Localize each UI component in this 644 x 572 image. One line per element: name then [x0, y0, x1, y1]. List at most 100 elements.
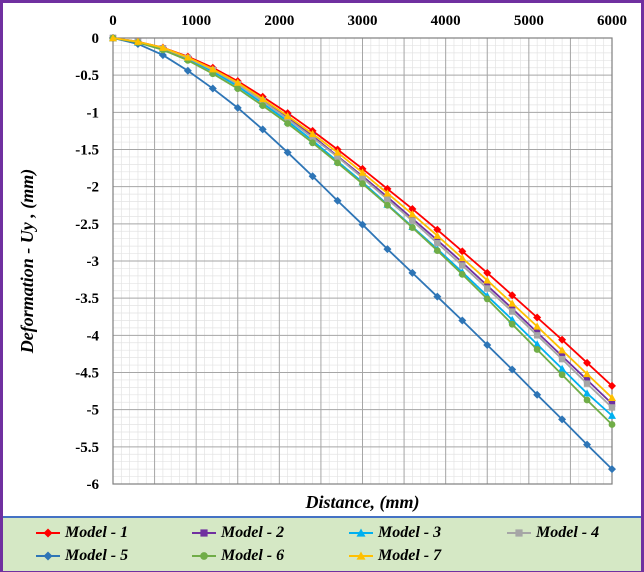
data-point [408, 268, 417, 277]
legend-swatch [36, 528, 60, 538]
x-tick-label: 3000 [348, 13, 378, 29]
legend-item-model-4: Model - 4 [506, 522, 599, 544]
plot-area: 0 1000 2000 3000 4000 5000 6000 0 -0.5 -1 -1.5 -2 -… [17, 13, 627, 513]
data-point [334, 153, 341, 161]
legend-item-model-6: Model - 6 [191, 545, 284, 567]
legend-label: Model - 5 [65, 547, 129, 564]
y-tick-label: -3.5 [75, 291, 99, 307]
y-tick-label: -2 [87, 180, 100, 196]
y-tick-label: -1 [87, 105, 100, 121]
data-point [508, 320, 516, 328]
data-point [508, 291, 517, 300]
data-point [558, 346, 567, 354]
data-point [133, 37, 142, 45]
legend-item-model-2: Model - 2 [191, 522, 284, 544]
data-point [484, 285, 491, 292]
data-point [509, 308, 516, 315]
legend-item-model-5: Model - 5 [35, 545, 128, 567]
data-point [533, 322, 542, 330]
y-tick-labels: 0 -0.5 -1 -1.5 -2 -2.5 -3 -3.5 -4 -4.5 -5 -5.5 -6 [75, 31, 99, 493]
data-point [309, 134, 316, 141]
data-point [533, 340, 542, 348]
data-point [508, 365, 517, 374]
data-point [483, 268, 492, 277]
data-point [533, 346, 541, 353]
data-point [458, 254, 467, 262]
y-tick-label: -5 [87, 403, 100, 419]
legend-label: Model - 4 [536, 524, 600, 541]
series-7 [109, 34, 616, 401]
data-point [333, 196, 342, 205]
data-point [508, 299, 517, 307]
data-point [583, 380, 591, 387]
y-tick-label: -1.5 [75, 143, 99, 159]
data-point [558, 415, 567, 424]
data-point [533, 390, 542, 399]
data-point [433, 247, 441, 254]
data-point [308, 172, 317, 181]
data-point [433, 292, 442, 301]
legend-swatch [349, 551, 373, 560]
data-point [234, 85, 242, 92]
y-tick-label: -4.5 [75, 366, 99, 382]
data-point [333, 148, 342, 156]
data-point [208, 65, 217, 73]
data-point [308, 129, 317, 138]
data-point [583, 396, 591, 404]
data-point [358, 168, 367, 176]
legend-swatch [192, 529, 216, 537]
series-layer [109, 34, 616, 474]
x-tick-label: 1000 [181, 13, 211, 29]
data-point [408, 204, 417, 213]
data-point [158, 51, 167, 60]
data-point [433, 225, 442, 234]
data-point [533, 332, 541, 339]
legend-swatch [507, 529, 531, 537]
x-tick-label: 2000 [264, 13, 294, 29]
data-point [608, 411, 616, 419]
data-point [458, 247, 467, 256]
legend-label: Model - 3 [378, 524, 442, 541]
data-point [583, 369, 592, 378]
data-point [183, 53, 192, 61]
x-tick-labels: 0 1000 2000 3000 4000 5000 6000 [109, 13, 627, 29]
data-point [383, 245, 392, 254]
data-point [459, 262, 466, 269]
legend-item-model-7: Model - 7 [348, 545, 441, 567]
legend-swatch-marker [200, 529, 208, 537]
y-tick-label: -3 [87, 254, 100, 270]
y-tick-label: -6 [87, 477, 100, 493]
data-point [409, 224, 416, 231]
data-point [208, 84, 217, 93]
legend-swatch-marker [356, 528, 366, 537]
y-tick-label: -0.5 [75, 68, 99, 84]
data-point [458, 270, 466, 278]
legend-swatch-marker [200, 552, 208, 560]
data-point [384, 196, 391, 203]
data-point [608, 393, 616, 401]
data-point [309, 139, 316, 147]
data-point [158, 43, 167, 51]
legend: Model - 1 Model - 2 Model - 3 Model - 4 Mode… [3, 516, 641, 571]
data-point [283, 148, 292, 157]
data-point [408, 210, 417, 218]
data-point [558, 371, 566, 379]
legend-swatch-marker [43, 528, 53, 538]
data-point [359, 180, 366, 188]
legend-swatch-marker [43, 551, 53, 561]
data-point [608, 421, 616, 428]
data-point [608, 381, 616, 390]
data-point [608, 404, 616, 411]
y-tick-label: 0 [92, 31, 100, 47]
data-point [233, 103, 242, 112]
legend-swatch-marker [515, 529, 523, 537]
x-tick-label: 6000 [597, 13, 627, 29]
legend-item-model-1: Model - 1 [35, 522, 128, 544]
data-point [258, 94, 267, 103]
data-point [608, 400, 616, 407]
data-point [583, 389, 592, 397]
data-point [284, 120, 292, 127]
legend-label: Model - 7 [378, 547, 442, 564]
data-point [483, 295, 491, 303]
